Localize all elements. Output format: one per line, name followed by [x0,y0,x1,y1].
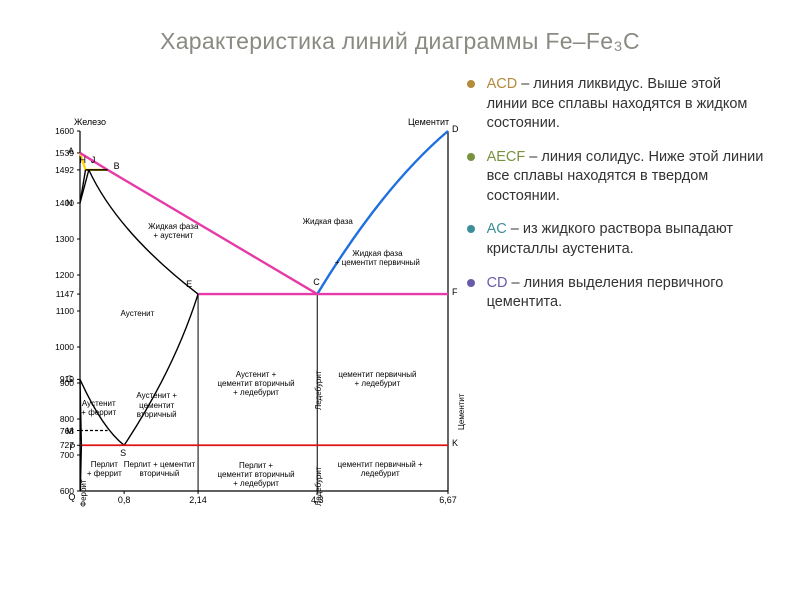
bullet-term: CD [487,275,508,291]
y-tick-label: 1600 [50,126,74,136]
bullet-item: AECF – линия солидус. Ниже этой линии вс… [467,148,764,207]
y-tick-label: 1200 [50,270,74,280]
bullet-item: ACD – линия ликвидус. Выше этой линии вс… [467,75,764,134]
bullet-text: – линия солидус. Ниже этой линии все спл… [487,149,764,204]
bullet-term: AC [487,221,507,237]
point-label-N: N [66,198,73,208]
point-label-Q: Q [68,492,75,502]
region-label: цементит первичный+ ледебурит [332,370,422,388]
point-label-F: F [452,287,458,297]
region-label: Аустенит [92,309,182,318]
x-tick-label: 6,67 [433,495,463,505]
bullet-text: – линия ликвидус. Выше этой линии все сп… [487,76,748,131]
bullet-term: AECF [487,149,526,165]
point-label-E: E [186,279,192,289]
axis-title-left: Железо [74,117,106,127]
y-tick-label: 1100 [50,306,74,316]
region-label: Аустенит +цементит вторичный+ ледебурит [211,370,301,398]
y-tick-label: 1492 [50,165,74,175]
bullet-text: – из жидкого раствора выпадают кристаллы… [487,221,734,257]
point-label-C: C [313,277,320,287]
point-label-J: J [91,155,96,165]
point-label-M: M [66,426,74,436]
point-label-A: A [68,146,74,156]
point-label-G: G [66,374,73,384]
region-label: Жидкая фаза+ аустенит [128,222,218,240]
y-tick-label: 1000 [50,342,74,352]
x-tick-label: 2,14 [183,495,213,505]
axis-title-right: Цементит [408,117,449,127]
point-label-P: P [69,442,75,452]
region-label: Аустенит +цементитвторичный [112,391,202,419]
bullet-item: AC – из жидкого раствора выпадают криста… [467,220,764,259]
point-label-S: S [120,448,126,458]
y-tick-label: 1147 [50,289,74,299]
bullet-text: – линия выделения первичного цементита. [487,275,724,311]
y-tick-label: 1300 [50,234,74,244]
ferrite-label: Феррит [79,479,88,507]
content-row: 6007007277688009009101000110011471200130… [36,75,764,535]
region-label: Перлит +цементит вторичный+ ледебурит [211,461,301,489]
cementite-edge-label: Цементит [457,394,466,431]
ledeburit-label: Ледебурит [314,371,323,410]
region-label: Жидкая фаза [283,217,373,226]
point-label-K: K [452,438,458,448]
point-label-B: B [114,161,120,171]
ledeburit-label: Ледебурит [314,466,323,505]
page-title: Характеристика линий диаграммы Fe–Fe₃C [36,28,764,55]
region-label: Перлит + цементитвторичный [114,460,204,478]
bullet-item: CD – линия выделения первичного цементит… [467,274,764,313]
bullet-term: ACD [487,76,518,92]
point-label-H: H [80,155,87,165]
point-label-D: D [452,124,459,134]
region-label: Жидкая фаза+ цементит первичный [332,249,422,267]
bullet-list: ACD – линия ликвидус. Выше этой линии вс… [467,75,764,535]
x-tick-label: 0,8 [109,495,139,505]
region-label: цементит первичный + ледебурит [335,460,425,478]
phase-diagram: 6007007277688009009101000110011471200130… [36,75,449,535]
